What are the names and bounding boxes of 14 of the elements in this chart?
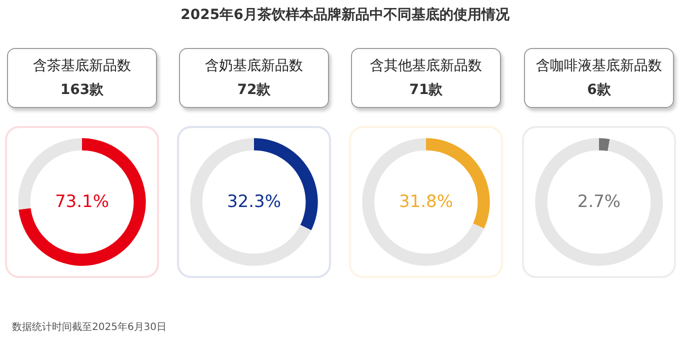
- text: 32.3%: [226, 191, 282, 214]
- text: 数据统计时间截至2025年6月30日: [12, 320, 167, 334]
- chart-subtitle: 163款: [59, 81, 105, 99]
- chart-subtitle: 71款: [408, 81, 444, 99]
- text: 31.8%: [398, 191, 454, 214]
- chart-title: 含其他基底新品数: [369, 57, 483, 75]
- text: 2.7%: [576, 191, 622, 214]
- chart-title: 含咖啡液基底新品数: [535, 57, 663, 75]
- chart-title: 含茶基底新品数: [32, 57, 132, 75]
- chart-title: 含奶基底新品数: [204, 57, 304, 75]
- text: 2025年6月茶饮样本品牌新品中不同基底的使用情况: [180, 6, 510, 24]
- chart-subtitle: 6款: [586, 81, 612, 99]
- text: 73.1%: [54, 191, 110, 214]
- chart-subtitle: 72款: [236, 81, 272, 99]
